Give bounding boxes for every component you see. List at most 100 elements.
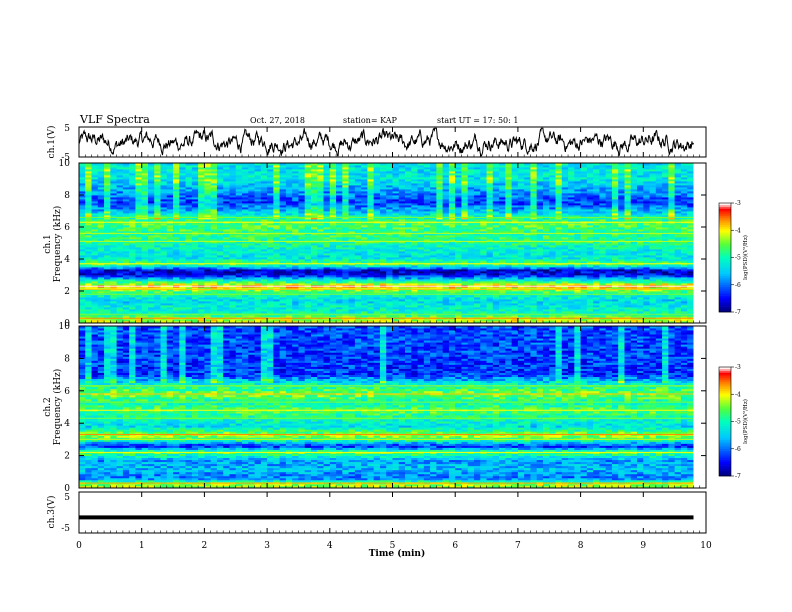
spectrogram-cell — [285, 215, 293, 218]
spectrogram-cell — [179, 193, 186, 196]
spectrogram-cell — [198, 181, 205, 184]
spectrogram-cell — [405, 265, 412, 268]
spectrogram-cell — [216, 173, 224, 176]
spectrogram-cell — [79, 183, 86, 186]
spectrogram-cell — [216, 195, 224, 198]
spectrogram-cell — [198, 211, 205, 214]
spectrogram-cell — [323, 299, 331, 302]
spectrogram-cell — [166, 315, 174, 318]
spectrogram-cell — [436, 173, 444, 176]
spectrogram-cell — [210, 255, 218, 258]
spectrogram-cell — [141, 231, 149, 234]
spectrogram-cell — [122, 227, 130, 230]
spectrogram-cell — [260, 181, 268, 184]
spectrogram-cell — [185, 269, 193, 272]
spectrogram-cell — [348, 237, 356, 240]
spectrogram-cell — [235, 283, 243, 286]
spectrogram-cell — [279, 201, 287, 204]
spectrogram-cell — [379, 175, 387, 178]
spectrogram-cell — [411, 255, 418, 258]
spectrogram-cell — [204, 187, 212, 190]
spectrogram-cell — [448, 265, 456, 268]
spectrogram-cell — [110, 259, 118, 262]
spectrogram-cell — [298, 295, 306, 298]
spectrogram-cell — [367, 189, 375, 192]
spectrogram-cell — [279, 321, 287, 324]
spectrogram-cell — [267, 235, 274, 238]
spectrogram-cell — [122, 211, 130, 214]
spectrogram-cell — [129, 231, 136, 234]
spectrogram-cell — [292, 309, 299, 312]
spectrogram-cell — [292, 277, 299, 280]
spectrogram-cell — [379, 183, 387, 186]
spectrogram-cell — [104, 305, 111, 308]
spectrogram-cell — [198, 191, 205, 194]
spectrogram-cell — [129, 217, 136, 220]
spectrogram-cell — [323, 201, 331, 204]
spectrogram-cell — [298, 291, 306, 294]
spectrogram-cell — [216, 209, 224, 212]
spectrogram-cell — [97, 269, 105, 272]
spectrogram-cell — [455, 283, 462, 286]
spectrogram-cell — [398, 215, 406, 218]
spectrogram-cell — [336, 279, 343, 282]
spectrogram-cell — [361, 271, 368, 274]
spectrogram-cell — [448, 281, 456, 284]
spectrogram-cell — [198, 321, 205, 324]
spectrogram-cell — [135, 245, 143, 248]
spectrogram-cell — [129, 245, 136, 248]
spectrogram-cell — [216, 171, 224, 174]
spectrogram-cell — [310, 287, 318, 290]
spectrogram-cell — [329, 281, 337, 284]
spectrogram-cell — [348, 171, 356, 174]
spectrogram-cell — [310, 205, 318, 208]
spectrogram-cell — [310, 163, 318, 166]
spectrogram-cell — [405, 281, 412, 284]
spectrogram-cell — [329, 239, 337, 242]
spectrogram-cell — [379, 299, 387, 302]
spectrogram-cell — [229, 187, 237, 190]
spectrogram-cell — [354, 277, 362, 280]
spectrogram-cell — [129, 195, 136, 198]
spectrogram-cell — [122, 289, 130, 292]
spectrogram-cell — [329, 237, 337, 240]
spectrogram-cell — [342, 271, 350, 274]
spectrogram-cell — [210, 183, 218, 186]
spectrogram-cell — [323, 219, 331, 222]
spectrogram-cell — [417, 265, 425, 268]
spectrogram-cell — [405, 217, 412, 220]
spectrogram-cell — [298, 209, 306, 212]
spectrogram-cell — [85, 283, 92, 286]
spectrogram-cell — [279, 213, 287, 216]
spectrogram-cell — [279, 235, 287, 238]
spectrogram-cell — [141, 175, 149, 178]
spectrogram-cell — [166, 271, 174, 274]
spectrogram-cell — [417, 251, 425, 254]
spectrogram-cell — [405, 251, 412, 254]
spectrogram-cell — [198, 195, 205, 198]
spectrogram-cell — [348, 225, 356, 228]
spectrogram-cell — [317, 279, 324, 282]
spectrogram-cell — [342, 241, 350, 244]
spectrogram-cell — [242, 179, 249, 182]
spectrogram-cell — [436, 193, 444, 196]
spectrogram-cell — [379, 309, 387, 312]
spectrogram-cell — [141, 269, 149, 272]
spectrogram-cell — [229, 197, 237, 200]
spectrogram-cell — [279, 307, 287, 310]
spectrogram-cell — [455, 259, 462, 262]
spectrogram-cell — [267, 283, 274, 286]
spectrogram-cell — [423, 255, 431, 258]
spectrogram-cell — [97, 225, 105, 228]
spectrogram-cell — [405, 175, 412, 178]
spectrogram-cell — [135, 177, 143, 180]
spectrogram-cell — [279, 239, 287, 242]
spectrogram-cell — [79, 287, 86, 290]
spectrogram-cell — [254, 275, 262, 278]
spectrogram-cell — [242, 223, 249, 226]
spectrogram-cell — [411, 169, 418, 172]
spectrogram-cell — [373, 201, 381, 204]
spectrogram-cell — [85, 277, 92, 280]
spectrogram-cell — [329, 185, 337, 188]
spectrogram-cell — [229, 205, 237, 208]
